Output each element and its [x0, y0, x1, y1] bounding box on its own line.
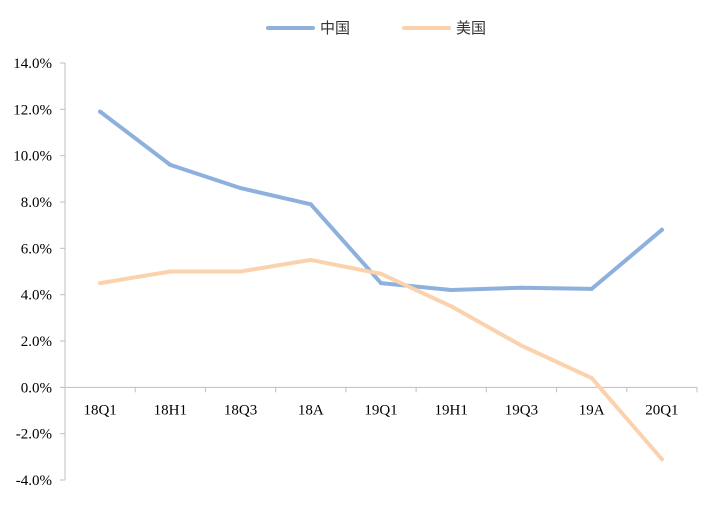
data-point — [98, 109, 103, 114]
data-point — [308, 257, 313, 262]
legend-item: 中国 — [266, 19, 350, 37]
x-tick-label: 20Q1 — [645, 402, 678, 418]
data-point — [449, 288, 454, 292]
data-point — [238, 186, 243, 191]
series-lines — [98, 109, 664, 462]
y-tick-label: 6.0% — [21, 241, 52, 257]
data-point — [238, 269, 243, 274]
legend-item: 美国 — [402, 19, 486, 37]
data-point — [589, 376, 594, 381]
y-tick-label: 4.0% — [21, 288, 52, 304]
data-point — [379, 281, 383, 286]
x-axis: 18Q1 18H1 18Q3 18A 19Q1 19H1 19Q3 19A 20Q1 — [64, 386, 698, 418]
data-point — [308, 202, 313, 207]
x-tick-label: 18Q3 — [224, 402, 257, 418]
x-tick-label: 19Q3 — [505, 402, 538, 418]
x-tick-label: 19Q1 — [364, 402, 397, 418]
x-tick-label: 19A — [579, 402, 605, 418]
data-point — [168, 269, 173, 274]
x-tick-label: 19H1 — [435, 402, 468, 418]
legend-label: 美国 — [456, 19, 486, 37]
data-point — [98, 281, 103, 286]
x-tick-label: 18Q1 — [83, 402, 116, 418]
y-tick-label: 14.0% — [13, 56, 52, 72]
y-tick-label: 8.0% — [21, 195, 52, 211]
data-point — [449, 304, 454, 309]
y-tick-label: 12.0% — [13, 102, 52, 118]
legend-label: 中国 — [320, 19, 350, 37]
data-point — [659, 457, 664, 462]
legend: 中国 美国 — [266, 19, 486, 37]
y-tick-label: -2.0% — [16, 427, 52, 443]
series-line — [98, 109, 664, 292]
x-tick-label: 18A — [298, 402, 324, 418]
y-tick-label: 10.0% — [13, 149, 52, 165]
y-tick-label: 2.0% — [21, 334, 52, 350]
y-tick-label: -4.0% — [16, 473, 52, 489]
y-tick-label: 0.0% — [21, 380, 52, 396]
y-axis: 14.0% 12.0% 10.0% 8.0% 6.0% 4.0% 2.0% 0.0% -2.0%… — [13, 56, 66, 489]
data-point — [519, 343, 524, 348]
series-2 — [98, 257, 664, 462]
x-tick-label: 18H1 — [154, 402, 187, 418]
data-point — [589, 286, 594, 291]
data-point — [659, 227, 664, 232]
data-point — [168, 162, 173, 167]
data-point — [519, 285, 524, 290]
data-point — [379, 271, 383, 276]
series-1 — [98, 109, 664, 292]
